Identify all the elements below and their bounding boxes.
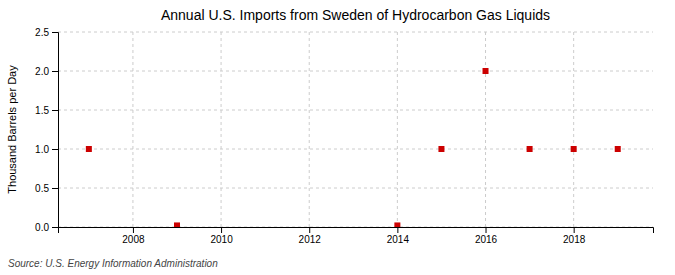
grid-line-x [573, 32, 574, 227]
point [438, 146, 444, 152]
x-tick: 2012 [299, 227, 322, 245]
annotation: Source: U.S. Energy Information Administ… [8, 258, 218, 269]
x-tick-label: 2018 [563, 234, 586, 245]
grid-line-y [58, 188, 653, 189]
point [483, 68, 489, 74]
y-tick-label: 1.5 [35, 105, 49, 116]
plot: 2008 2010 2012 2014 2016 2018 0.0 0.5 1.0 1.5 2.0 2… [35, 27, 653, 245]
x-tick-label: 2008 [122, 234, 145, 245]
x-tick-label: 2016 [475, 234, 498, 245]
y-tick-label: 0.0 [35, 222, 49, 233]
y-axis-title: Thousand Barrels per Day [6, 65, 18, 194]
y-tick-mark [52, 149, 58, 150]
chart: 2008 2010 2012 2014 2016 2018 0.0 0.5 1.0 1.5 2.0 2… [0, 0, 675, 275]
point [394, 222, 400, 227]
x-tick: 2010 [210, 227, 233, 245]
x-tick-mark [397, 227, 398, 233]
grid-line-x [309, 32, 310, 227]
y-tick-mark [52, 71, 58, 72]
x-tick: 2008 [122, 227, 145, 245]
title: Annual U.S. Imports from Sweden of Hydro… [161, 7, 550, 23]
x-tick-label: 2012 [299, 234, 322, 245]
x-tick-mark [574, 227, 575, 233]
grid-line-x [132, 32, 133, 227]
y-tick-label: 1.0 [35, 144, 49, 155]
x-tick-mark [221, 227, 222, 233]
grid-line-x [397, 32, 398, 227]
grid-line-x [485, 32, 486, 227]
point [615, 146, 621, 152]
x-tick-mark [486, 227, 487, 233]
grid-line-y [58, 32, 653, 33]
x-tick: 2014 [387, 227, 410, 245]
x-tick-label: 2014 [387, 234, 410, 245]
point [527, 146, 533, 152]
y-tick: 1.0 [35, 144, 58, 155]
x-tick-mark [133, 227, 134, 233]
y-tick-label: 2.5 [35, 27, 49, 38]
y-tick: 0.5 [35, 183, 58, 194]
y-axis-line [52, 33, 59, 228]
y-tick-mark [52, 188, 58, 189]
x-tick-label: 2010 [210, 234, 233, 245]
y-tick: 2.0 [35, 66, 58, 77]
y-tick-mark [52, 227, 58, 228]
grid-line-x [221, 32, 222, 227]
point [571, 146, 577, 152]
x-tick-mark [309, 227, 310, 233]
points [86, 68, 621, 227]
x-tick: 2016 [475, 227, 498, 245]
x-axis-line [59, 228, 654, 234]
y-axis: 0.0 0.5 1.0 1.5 2.0 2.5 [35, 27, 58, 233]
x-tick: 2018 [563, 227, 586, 245]
y-tick-label: 0.5 [35, 183, 49, 194]
grid [58, 32, 653, 227]
grid-line-y [58, 149, 653, 150]
grid-line-y [58, 71, 653, 72]
grid-line-y [58, 110, 653, 111]
y-tick: 0.0 [35, 222, 58, 233]
point [86, 146, 92, 152]
point [174, 222, 180, 227]
y-tick-mark [52, 32, 58, 33]
y-tick: 1.5 [35, 105, 58, 116]
x-axis: 2008 2010 2012 2014 2016 2018 [59, 227, 654, 245]
y-tick-mark [52, 110, 58, 111]
y-tick: 2.5 [35, 27, 58, 38]
y-tick-label: 2.0 [35, 66, 49, 77]
